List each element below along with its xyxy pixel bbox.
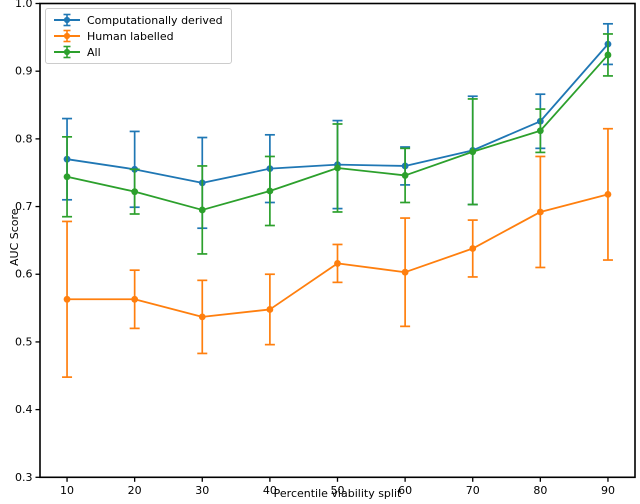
x-tick-label: 60 xyxy=(398,484,412,497)
y-tick-label: 0.5 xyxy=(15,335,33,348)
data-point-human-labelled xyxy=(266,306,274,313)
series-human-labelled xyxy=(62,127,613,378)
data-point-all xyxy=(604,51,612,59)
x-tick-label: 40 xyxy=(263,484,277,497)
errorbar-marker-icon xyxy=(54,13,80,27)
x-tick-label: 30 xyxy=(195,484,209,497)
y-tick-label: 1.0 xyxy=(15,0,33,10)
data-point-all xyxy=(334,164,341,172)
data-point-all xyxy=(266,187,274,195)
y-tick-label: 0.3 xyxy=(15,471,33,484)
y-axis-label: AUC Score xyxy=(8,208,21,266)
x-tick-label: 20 xyxy=(128,484,142,497)
x-tick-label: 70 xyxy=(466,484,480,497)
y-tick-label: 0.6 xyxy=(15,268,33,281)
data-point-human-labelled xyxy=(604,190,612,198)
data-point-human-labelled xyxy=(63,295,71,303)
data-point-human-labelled xyxy=(536,208,544,216)
y-tick-label: 0.8 xyxy=(15,132,33,145)
data-point-all xyxy=(63,173,71,181)
errorbar-marker-icon xyxy=(54,29,80,43)
data-point-human-labelled xyxy=(334,260,341,267)
x-tick-label: 10 xyxy=(60,484,74,497)
errorbar-marker-icon xyxy=(54,45,80,59)
data-point-all xyxy=(401,172,409,179)
data-point-all xyxy=(198,206,206,214)
x-tick-label: 50 xyxy=(331,484,345,497)
data-point-all xyxy=(536,127,544,135)
legend: Computationally derived Human labelled All xyxy=(45,8,232,64)
legend-label: Computationally derived xyxy=(87,13,223,27)
x-axis-label: Percentile viability split xyxy=(273,487,402,500)
data-point-human-labelled xyxy=(401,268,409,276)
series-all xyxy=(62,33,613,255)
data-point-all xyxy=(131,188,139,196)
legend-item-all: All xyxy=(53,44,223,60)
legend-label: Human labelled xyxy=(87,29,174,43)
data-point-human-labelled xyxy=(198,313,206,321)
data-point-human-labelled xyxy=(131,295,139,303)
x-tick-label: 90 xyxy=(601,484,615,497)
data-point-human-labelled xyxy=(469,245,477,252)
legend-item-human-labelled: Human labelled xyxy=(53,28,223,44)
data-point-all xyxy=(469,148,477,156)
y-tick-label: 0.7 xyxy=(15,200,33,213)
x-tick-label: 80 xyxy=(533,484,547,497)
legend-item-computationally-derived: Computationally derived xyxy=(53,12,223,28)
legend-label: All xyxy=(87,45,101,59)
y-tick-label: 0.4 xyxy=(15,403,33,416)
plot-border xyxy=(39,2,636,479)
y-tick-label: 0.9 xyxy=(15,65,33,78)
